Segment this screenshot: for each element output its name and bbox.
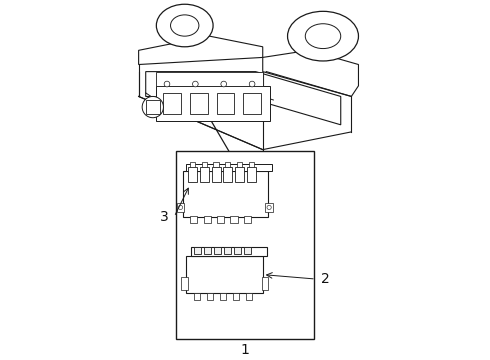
Polygon shape (187, 256, 191, 293)
Bar (220, 293, 226, 300)
Bar (230, 216, 238, 223)
Bar (203, 216, 211, 223)
Bar (183, 171, 268, 217)
Bar (234, 247, 241, 254)
Bar (195, 247, 201, 254)
Bar (204, 247, 211, 254)
Bar (214, 162, 219, 167)
Polygon shape (139, 36, 263, 64)
Text: 3: 3 (160, 210, 169, 224)
Bar (224, 247, 231, 254)
Bar (194, 293, 200, 300)
Bar (217, 216, 224, 223)
Ellipse shape (288, 11, 359, 61)
Bar (146, 100, 160, 114)
Text: 1: 1 (241, 342, 249, 356)
Bar (223, 167, 232, 181)
Bar (191, 247, 267, 256)
Ellipse shape (171, 15, 199, 36)
Bar (243, 93, 261, 114)
Polygon shape (183, 164, 187, 217)
Bar (164, 93, 181, 114)
Bar (188, 167, 197, 181)
Bar (248, 162, 254, 167)
Bar (237, 162, 242, 167)
Ellipse shape (305, 24, 341, 49)
Circle shape (221, 81, 226, 87)
Bar (207, 293, 213, 300)
Bar (200, 167, 209, 181)
Bar (244, 247, 251, 254)
Bar (202, 162, 207, 167)
Polygon shape (263, 50, 359, 96)
Bar (233, 293, 239, 300)
Polygon shape (146, 72, 341, 125)
Circle shape (249, 81, 255, 87)
Bar (190, 162, 196, 167)
Bar (176, 203, 184, 212)
Circle shape (178, 205, 183, 210)
Bar (217, 93, 234, 114)
Bar (265, 203, 273, 212)
Bar (156, 86, 270, 121)
Bar (212, 167, 220, 181)
Bar (235, 167, 244, 181)
Bar (190, 93, 208, 114)
Bar (156, 72, 263, 86)
Ellipse shape (156, 4, 213, 47)
Bar (247, 167, 256, 181)
Circle shape (164, 81, 170, 87)
Bar (181, 277, 188, 290)
Bar (244, 216, 251, 223)
Circle shape (193, 81, 198, 87)
Bar (246, 293, 252, 300)
Circle shape (267, 205, 271, 210)
Ellipse shape (142, 96, 164, 118)
Bar (187, 256, 263, 293)
Bar (214, 247, 221, 254)
Bar (176, 152, 314, 339)
Bar (187, 164, 271, 171)
Bar (190, 216, 197, 223)
Bar (225, 162, 230, 167)
Bar (262, 277, 268, 290)
Text: 2: 2 (321, 272, 330, 286)
